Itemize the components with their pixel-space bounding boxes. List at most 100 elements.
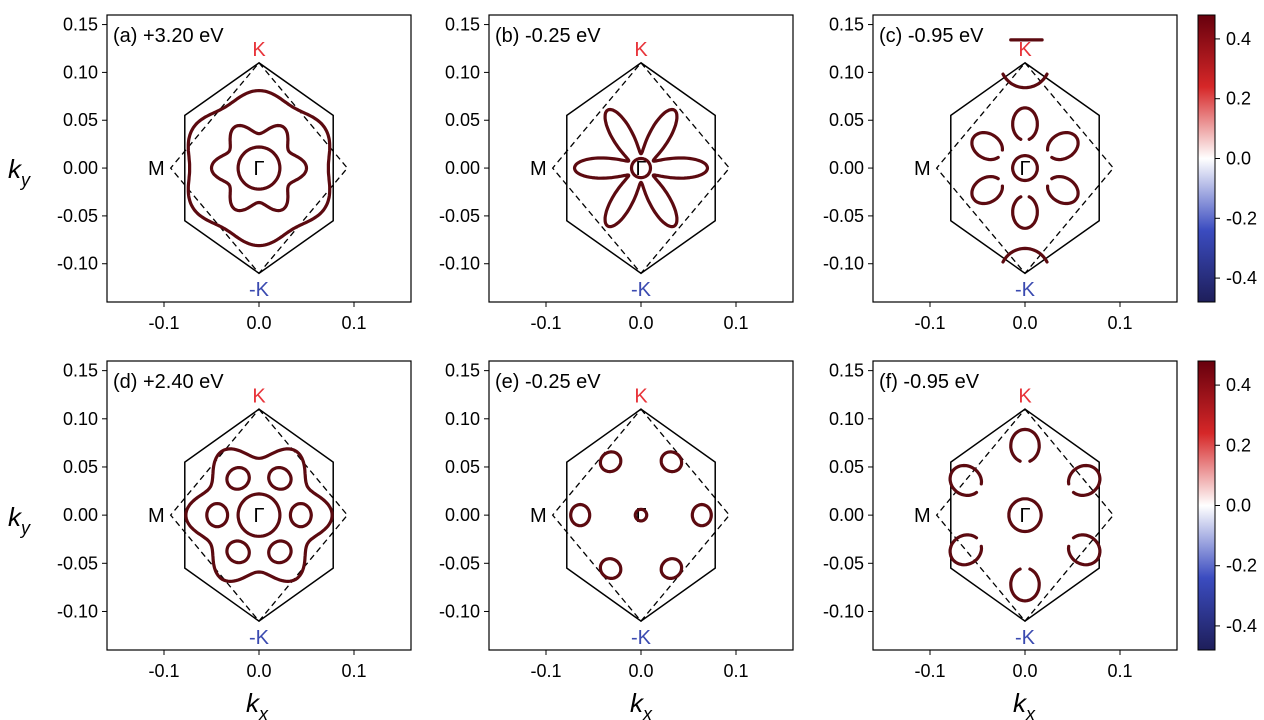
y-tick-label: 0.10 bbox=[63, 62, 98, 82]
fermi-contour bbox=[569, 450, 713, 580]
y-tick-label: 0.15 bbox=[445, 361, 480, 381]
y-axis-label-sub: y bbox=[19, 170, 31, 190]
panel-title: (c) -0.95 eV bbox=[879, 25, 984, 47]
y-tick-label: -0.05 bbox=[57, 206, 98, 226]
y-tick-label: -0.10 bbox=[823, 601, 864, 621]
y-tick-label: 0.05 bbox=[829, 110, 864, 130]
x-tick-label: -0.1 bbox=[148, 661, 179, 681]
fermi-contour bbox=[1001, 38, 1049, 264]
label-M: M bbox=[148, 158, 165, 180]
x-axis-label-sub: x bbox=[1025, 704, 1036, 720]
y-tick-label: 0.00 bbox=[63, 505, 98, 525]
y-tick-label: 0.00 bbox=[445, 158, 480, 178]
label-K: K bbox=[252, 39, 266, 61]
label-Gamma: Γ bbox=[635, 505, 646, 527]
x-tick-label: 0.1 bbox=[341, 313, 366, 333]
colorbar-ticks: 0.4 0.2 0.0 -0.2 -0.4 bbox=[1215, 29, 1257, 288]
colorbar-tick-label: -0.2 bbox=[1226, 556, 1257, 576]
fermi-contour bbox=[633, 507, 649, 523]
x-tick-label: -0.1 bbox=[530, 313, 561, 333]
panel-title: (d) +2.40 eV bbox=[113, 371, 224, 393]
x-tick-label: 0.0 bbox=[246, 661, 271, 681]
label-M: M bbox=[914, 505, 931, 527]
y-tick-label: -0.10 bbox=[439, 254, 480, 274]
label-K: K bbox=[634, 385, 648, 407]
label-Gamma: Γ bbox=[253, 158, 264, 180]
colorbar-ticks: 0.4 0.2 0.0 -0.2 -0.4 bbox=[1215, 375, 1257, 636]
colorbar-gradient bbox=[1197, 14, 1216, 303]
x-tick-label: 0.0 bbox=[246, 313, 271, 333]
x-axis-label-k: k bbox=[1013, 688, 1028, 718]
y-axis-label-sub: y bbox=[19, 518, 31, 538]
y-axis-label-top: ky bbox=[8, 154, 31, 190]
y-tick-label: -0.10 bbox=[57, 254, 98, 274]
x-tick-label: -0.1 bbox=[914, 313, 945, 333]
y-tick-label: -0.05 bbox=[439, 206, 480, 226]
fermi-contour bbox=[1011, 154, 1039, 183]
label-K: K bbox=[1018, 385, 1032, 407]
label-negK: -K bbox=[631, 279, 652, 301]
panel-title: (f) -0.95 eV bbox=[879, 371, 980, 393]
y-tick-label: -0.05 bbox=[439, 553, 480, 573]
y-tick-label: 0.00 bbox=[829, 505, 864, 525]
y-tick-label: 0.05 bbox=[63, 110, 98, 130]
label-negK: -K bbox=[249, 627, 270, 649]
y-tick-label: 0.00 bbox=[445, 505, 480, 525]
label-Gamma: Γ bbox=[1019, 158, 1030, 180]
colorbar-tick-label: 0.2 bbox=[1226, 435, 1251, 455]
fermi-contour bbox=[1007, 497, 1043, 534]
panel-a: -0.1 0.0 0.1 0.15 0.10 0.05 0.00 -0.05 -0.10 (a) … bbox=[57, 14, 412, 333]
colorbar-gradient bbox=[1197, 360, 1216, 651]
x-axis-label-k: k bbox=[246, 688, 261, 718]
y-tick-label: 0.10 bbox=[63, 409, 98, 429]
x-axis-label-2: kx bbox=[630, 688, 653, 720]
x-axis-label-1: kx bbox=[246, 688, 269, 720]
y-tick-label: 0.15 bbox=[829, 361, 864, 381]
y-axis-label-k: k bbox=[8, 502, 23, 532]
colorbar-tick-label: 0.4 bbox=[1226, 375, 1251, 395]
x-tick-label: -0.1 bbox=[148, 313, 179, 333]
y-tick-label: 0.05 bbox=[63, 457, 98, 477]
y-tick-label: 0.15 bbox=[445, 15, 480, 35]
label-Gamma: Γ bbox=[1019, 505, 1030, 527]
colorbar-top: 0.4 0.2 0.0 -0.2 -0.4 bbox=[1197, 14, 1257, 303]
fermi-contour bbox=[629, 156, 653, 180]
fermi-contour bbox=[186, 89, 332, 248]
panel-title: (b) -0.25 eV bbox=[495, 25, 601, 47]
x-axis-label-sub: x bbox=[258, 704, 269, 720]
dashed-diamond bbox=[551, 408, 731, 623]
y-tick-label: -0.10 bbox=[823, 254, 864, 274]
label-K: K bbox=[634, 39, 648, 61]
fermi-contour bbox=[236, 145, 282, 191]
y-axis-label-k: k bbox=[8, 154, 23, 184]
dashed-diamond bbox=[551, 61, 731, 275]
x-tick-label: 0.1 bbox=[341, 661, 366, 681]
fermi-contour bbox=[209, 123, 309, 213]
label-K: K bbox=[1018, 39, 1032, 61]
fermi-contour bbox=[572, 107, 710, 229]
label-K: K bbox=[252, 385, 266, 407]
y-tick-label: 0.10 bbox=[445, 62, 480, 82]
label-negK: -K bbox=[1015, 627, 1036, 649]
y-tick-label: -0.10 bbox=[57, 601, 98, 621]
x-axis-label-3: kx bbox=[1013, 688, 1036, 720]
y-tick-label: -0.05 bbox=[823, 553, 864, 573]
fermi-contour bbox=[948, 427, 1102, 603]
label-M: M bbox=[148, 505, 165, 527]
x-tick-label: -0.1 bbox=[530, 661, 561, 681]
dashed-diamond bbox=[935, 61, 1115, 275]
colorbar-tick-label: 0.2 bbox=[1226, 89, 1251, 109]
y-tick-label: -0.05 bbox=[57, 553, 98, 573]
colorbar-tick-label: -0.4 bbox=[1226, 616, 1257, 636]
x-axis-label-k: k bbox=[630, 688, 645, 718]
y-tick-label: 0.05 bbox=[829, 457, 864, 477]
x-tick-label: -0.1 bbox=[914, 661, 945, 681]
panel-e: -0.1 0.0 0.1 0.15 0.10 0.05 0.00 -0.05 -0.10 (e) … bbox=[439, 360, 794, 681]
label-negK: -K bbox=[1015, 279, 1036, 301]
y-tick-label: 0.15 bbox=[63, 361, 98, 381]
dashed-diamond bbox=[169, 408, 349, 623]
y-tick-label: 0.15 bbox=[829, 15, 864, 35]
label-negK: -K bbox=[249, 279, 270, 301]
x-tick-label: 0.1 bbox=[723, 313, 748, 333]
